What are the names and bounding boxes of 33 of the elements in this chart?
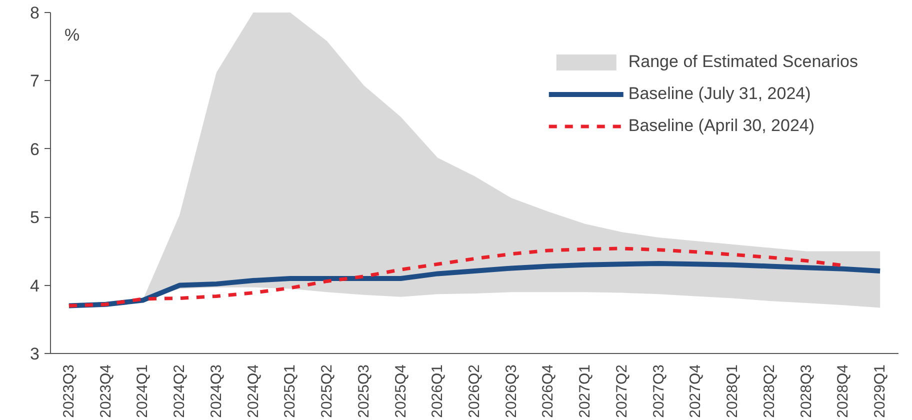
x-tick-label: 2025Q1 <box>282 364 299 418</box>
x-tick-label: 2024Q2 <box>171 364 188 418</box>
legend-label: Range of Estimated Scenarios <box>628 52 858 72</box>
y-tick-label: 8 <box>30 4 40 22</box>
x-tick-label: 2025Q2 <box>318 364 336 418</box>
x-tick-label: 2026Q4 <box>540 364 557 418</box>
y-tick-label: 5 <box>30 208 40 228</box>
x-tick-label: 2026Q3 <box>502 364 520 418</box>
x-tick-label: 2029Q1 <box>872 364 889 418</box>
x-tick-label: 2023Q3 <box>60 364 78 418</box>
x-tick-label: 2028Q2 <box>760 364 778 418</box>
x-tick-label: 2026Q2 <box>466 364 483 418</box>
y-tick-label: 3 <box>30 344 40 364</box>
y-tick-label: 7 <box>30 72 40 91</box>
x-tick-label: 2027Q1 <box>576 364 594 418</box>
x-tick-label: 2028Q3 <box>798 364 815 418</box>
y-tick-label: 6 <box>30 140 40 159</box>
legend-label: Baseline (July 31, 2024) <box>628 84 811 104</box>
x-tick-label: 2024Q1 <box>134 364 152 418</box>
x-tick-label: 2027Q4 <box>687 364 704 418</box>
legend-label: Baseline (April 30, 2024) <box>628 116 815 136</box>
x-tick-label: 2025Q4 <box>392 364 410 418</box>
x-tick-label: 2024Q4 <box>244 364 262 418</box>
x-tick-label: 2026Q1 <box>429 364 446 418</box>
y-tick-label: 4 <box>30 276 40 296</box>
y-axis-title: % <box>64 26 80 44</box>
x-tick-label: 2023Q4 <box>97 364 114 418</box>
x-tick-label: 2027Q2 <box>613 364 630 418</box>
x-tick-label: 2024Q3 <box>208 364 225 418</box>
x-tick-label: 2028Q1 <box>724 364 742 418</box>
x-tick-label: 2027Q3 <box>650 364 668 418</box>
x-tick-label: 2025Q3 <box>355 364 372 418</box>
x-tick-label: 2028Q4 <box>834 364 852 418</box>
